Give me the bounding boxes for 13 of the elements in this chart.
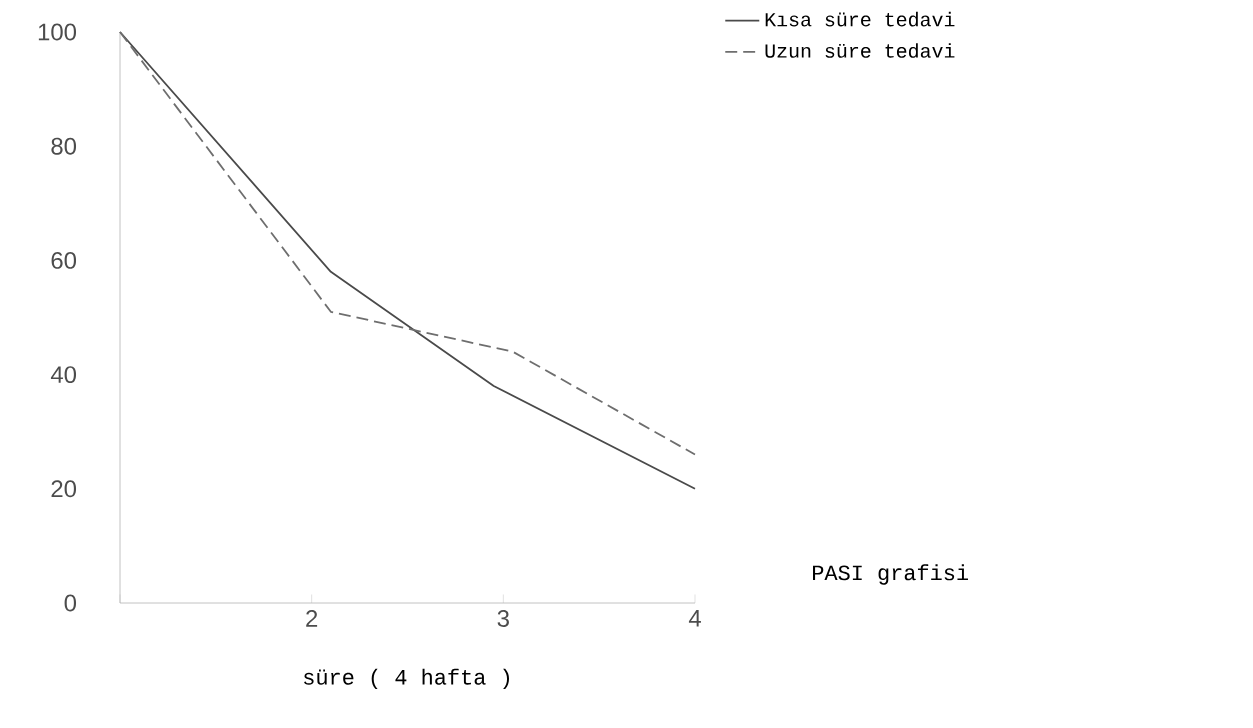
legend-label: Uzun süre tedavi [765,43,955,58]
x-tick-label: 4 [688,610,701,627]
x-axis-title: süre ( 4 hafta ) [304,668,509,690]
y-tick-label: 100 [38,23,77,41]
text: PASI grafisi [813,564,968,585]
legend-label: Kısa süre tedavi [765,11,955,27]
y-tick-label: 20 [51,480,77,498]
y-tick-label: 80 [51,137,77,155]
x-tick-label: 2 [306,610,318,627]
y-tick-label: 40 [50,366,77,384]
y-tick-label: 0 [64,594,77,612]
y-tick-label: 60 [51,251,77,269]
x-tick-label: 3 [497,610,509,627]
